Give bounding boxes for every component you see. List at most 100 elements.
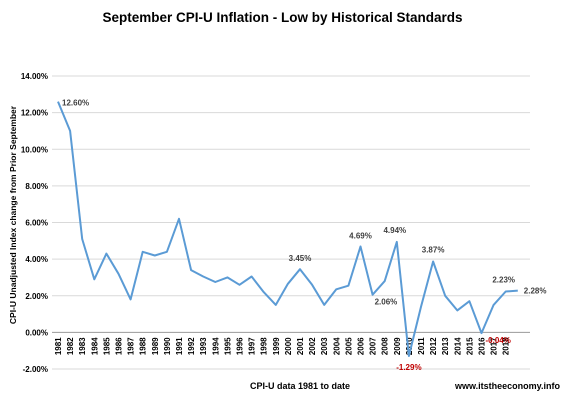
data-label: 2.28% <box>524 287 547 296</box>
source-credit: www.itstheeconomy.info <box>454 381 560 391</box>
data-point <box>432 260 434 262</box>
x-tick-label: 2016 <box>478 337 487 355</box>
x-tick-label: 1991 <box>175 337 184 355</box>
x-tick-label: 1997 <box>248 337 257 355</box>
x-tick-label: 1982 <box>66 337 75 355</box>
x-tick-label: 1994 <box>211 337 220 355</box>
y-tick-label: -2.00% <box>23 365 48 374</box>
y-tick-label: 0.00% <box>25 328 48 337</box>
y-tick-label: 10.00% <box>21 145 48 154</box>
x-tick-label: 2013 <box>441 337 450 355</box>
x-tick-label: 1989 <box>151 337 160 355</box>
data-point <box>492 304 494 306</box>
x-tick-label: 1998 <box>260 337 269 355</box>
x-tick-label: 2002 <box>308 337 317 355</box>
data-point <box>517 289 519 291</box>
x-tick-label: 1990 <box>163 337 172 355</box>
x-tick-label: 2003 <box>320 337 329 355</box>
data-point <box>93 278 95 280</box>
data-point <box>505 290 507 292</box>
data-point <box>166 251 168 253</box>
data-point <box>456 309 458 311</box>
data-point <box>335 288 337 290</box>
y-tick-label: 4.00% <box>25 255 48 264</box>
x-axis-label: CPI-U data 1981 to date <box>249 381 351 391</box>
data-point <box>420 306 422 308</box>
x-tick-label: 1984 <box>90 337 99 355</box>
data-label: 3.45% <box>289 254 312 263</box>
x-tick-label: 1999 <box>272 337 281 355</box>
x-tick-label: 2000 <box>284 337 293 355</box>
x-tick-label: 2006 <box>357 337 366 355</box>
data-label: -0.04% <box>486 336 511 345</box>
data-point <box>384 280 386 282</box>
y-tick-label: 12.00% <box>21 109 48 118</box>
data-point <box>226 276 228 278</box>
data-point <box>408 355 410 357</box>
data-point <box>142 251 144 253</box>
data-point <box>323 304 325 306</box>
series-line <box>57 101 518 357</box>
data-point <box>178 218 180 220</box>
data-label: 2.23% <box>492 276 515 285</box>
x-tick-label: 2017 <box>490 337 499 355</box>
y-tick-label: 14.00% <box>21 72 48 81</box>
data-label: -1.29% <box>396 363 421 372</box>
data-point <box>202 275 204 277</box>
x-tick-label: 2005 <box>344 337 353 355</box>
x-tick-label: 1993 <box>199 337 208 355</box>
data-point <box>190 269 192 271</box>
chart-title: September CPI-U Inflation - Low by Histo… <box>102 10 463 25</box>
data-point <box>117 273 119 275</box>
x-tick-label: 1988 <box>139 337 148 355</box>
data-label: 12.60% <box>62 99 89 108</box>
x-tick-label: 1995 <box>223 337 232 355</box>
data-point <box>250 275 252 277</box>
y-tick-label: 6.00% <box>25 219 48 228</box>
x-tick-label: 2018 <box>502 337 511 355</box>
data-label: 4.94% <box>383 226 406 235</box>
x-tick-label: 2007 <box>369 337 378 355</box>
data-point <box>105 252 107 254</box>
data-point <box>396 241 398 243</box>
x-tick-label: 2012 <box>429 337 438 355</box>
data-point <box>238 284 240 286</box>
data-point <box>287 283 289 285</box>
y-tick-label: 8.00% <box>25 182 48 191</box>
data-label: 2.06% <box>375 298 398 307</box>
data-point <box>57 100 59 102</box>
x-tick-label: 1987 <box>127 337 136 355</box>
x-tick-label: 1996 <box>236 337 245 355</box>
x-tick-label: 2004 <box>332 337 341 355</box>
x-tick-label: 2011 <box>417 337 426 355</box>
data-point <box>299 268 301 270</box>
x-tick-label: 2014 <box>453 337 462 355</box>
data-point <box>359 245 361 247</box>
data-point <box>480 332 482 334</box>
data-point <box>311 284 313 286</box>
x-tick-label: 1983 <box>78 337 87 355</box>
data-point <box>129 298 131 300</box>
x-tick-label: 1985 <box>102 337 111 355</box>
x-tick-label: 2009 <box>393 337 402 355</box>
data-point <box>371 293 373 295</box>
data-point <box>263 291 265 293</box>
x-tick-label: 1992 <box>187 337 196 355</box>
data-label: 3.87% <box>422 246 445 255</box>
data-point <box>69 130 71 132</box>
x-tick-label: 1981 <box>54 337 63 355</box>
data-point <box>154 254 156 256</box>
data-point <box>275 304 277 306</box>
x-tick-label: 1986 <box>115 337 124 355</box>
x-tick-label: 2001 <box>296 337 305 355</box>
data-point <box>468 300 470 302</box>
y-tick-label: 2.00% <box>25 292 48 301</box>
x-tick-label: 2010 <box>405 337 414 355</box>
data-point <box>81 238 83 240</box>
data-point <box>444 295 446 297</box>
data-point <box>214 281 216 283</box>
x-tick-label: 2015 <box>465 337 474 355</box>
data-label: 4.69% <box>349 231 372 240</box>
